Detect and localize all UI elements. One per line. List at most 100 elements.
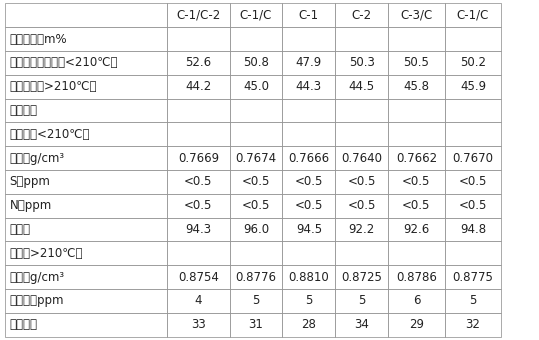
Text: 产品性质: 产品性质 <box>10 104 38 117</box>
Bar <box>388 51 445 75</box>
Bar <box>445 313 501 337</box>
Bar <box>230 122 282 146</box>
Text: 94.3: 94.3 <box>185 223 211 236</box>
Text: <0.5: <0.5 <box>402 199 431 212</box>
Text: <0.5: <0.5 <box>295 199 323 212</box>
Bar <box>282 27 335 51</box>
Bar <box>388 170 445 194</box>
Bar <box>167 146 230 170</box>
Text: 辛烷値: 辛烷値 <box>10 223 31 236</box>
Bar <box>167 3 230 27</box>
Bar <box>5 241 167 265</box>
Text: 32: 32 <box>466 318 480 331</box>
Bar <box>230 75 282 99</box>
Bar <box>230 27 282 51</box>
Text: 0.8754: 0.8754 <box>178 271 219 284</box>
Text: C-3/C: C-3/C <box>400 9 432 22</box>
Bar <box>230 99 282 122</box>
Text: <0.5: <0.5 <box>184 199 212 212</box>
Bar <box>5 265 167 289</box>
Bar <box>445 3 501 27</box>
Bar <box>335 265 388 289</box>
Text: 0.7669: 0.7669 <box>178 152 219 165</box>
Bar <box>282 146 335 170</box>
Text: C-1/C: C-1/C <box>240 9 272 22</box>
Text: <0.5: <0.5 <box>295 175 323 188</box>
Text: 柴油疟分（>210℃）: 柴油疟分（>210℃） <box>10 80 97 93</box>
Text: S，ppm: S，ppm <box>10 175 51 188</box>
Text: 石脑油（<210℃）: 石脑油（<210℃） <box>10 128 90 141</box>
Bar <box>230 241 282 265</box>
Bar <box>167 313 230 337</box>
Text: <0.5: <0.5 <box>459 175 487 188</box>
Bar <box>167 51 230 75</box>
Text: 0.7640: 0.7640 <box>341 152 382 165</box>
Text: 十六烷値: 十六烷値 <box>10 318 38 331</box>
Bar <box>230 218 282 241</box>
Text: 50.2: 50.2 <box>460 56 486 69</box>
Text: <0.5: <0.5 <box>348 199 376 212</box>
Bar <box>282 289 335 313</box>
Text: 50.3: 50.3 <box>349 56 375 69</box>
Bar <box>388 75 445 99</box>
Bar <box>5 194 167 218</box>
Bar <box>388 99 445 122</box>
Text: 0.8775: 0.8775 <box>453 271 493 284</box>
Bar <box>167 122 230 146</box>
Text: 产品分布，m%: 产品分布，m% <box>10 33 67 46</box>
Bar <box>282 99 335 122</box>
Bar <box>335 27 388 51</box>
Bar <box>167 99 230 122</box>
Bar <box>167 170 230 194</box>
Bar <box>282 218 335 241</box>
Bar <box>388 146 445 170</box>
Text: 45.8: 45.8 <box>403 80 430 93</box>
Text: 0.7666: 0.7666 <box>288 152 329 165</box>
Bar <box>167 194 230 218</box>
Text: 31: 31 <box>248 318 264 331</box>
Text: 45.9: 45.9 <box>460 80 486 93</box>
Text: 45.0: 45.0 <box>243 80 269 93</box>
Bar <box>335 170 388 194</box>
Bar <box>5 27 167 51</box>
Bar <box>5 3 167 27</box>
Text: 5: 5 <box>305 294 313 307</box>
Text: 0.8786: 0.8786 <box>396 271 437 284</box>
Text: 6: 6 <box>413 294 420 307</box>
Bar <box>5 99 167 122</box>
Bar <box>335 3 388 27</box>
Bar <box>445 170 501 194</box>
Bar <box>445 194 501 218</box>
Bar <box>230 3 282 27</box>
Bar <box>167 265 230 289</box>
Bar <box>388 3 445 27</box>
Bar <box>5 313 167 337</box>
Bar <box>230 194 282 218</box>
Bar <box>335 194 388 218</box>
Bar <box>5 51 167 75</box>
Text: 44.3: 44.3 <box>296 80 322 93</box>
Text: 石脑油疟分疟分（<210℃）: 石脑油疟分疟分（<210℃） <box>10 56 118 69</box>
Text: 0.7662: 0.7662 <box>396 152 437 165</box>
Text: 29: 29 <box>409 318 424 331</box>
Text: 柴油（>210℃）: 柴油（>210℃） <box>10 247 83 260</box>
Bar <box>388 122 445 146</box>
Text: 4: 4 <box>195 294 202 307</box>
Text: 47.9: 47.9 <box>296 56 322 69</box>
Bar <box>445 218 501 241</box>
Text: 94.8: 94.8 <box>460 223 486 236</box>
Bar <box>335 146 388 170</box>
Bar <box>5 122 167 146</box>
Text: 92.2: 92.2 <box>349 223 375 236</box>
Bar <box>335 241 388 265</box>
Text: <0.5: <0.5 <box>184 175 212 188</box>
Bar <box>5 218 167 241</box>
Text: 50.5: 50.5 <box>403 56 430 69</box>
Text: C-1/C: C-1/C <box>457 9 489 22</box>
Text: 0.8776: 0.8776 <box>236 271 277 284</box>
Bar <box>5 289 167 313</box>
Bar <box>167 27 230 51</box>
Text: 5: 5 <box>469 294 476 307</box>
Text: 5: 5 <box>358 294 365 307</box>
Text: <0.5: <0.5 <box>402 175 431 188</box>
